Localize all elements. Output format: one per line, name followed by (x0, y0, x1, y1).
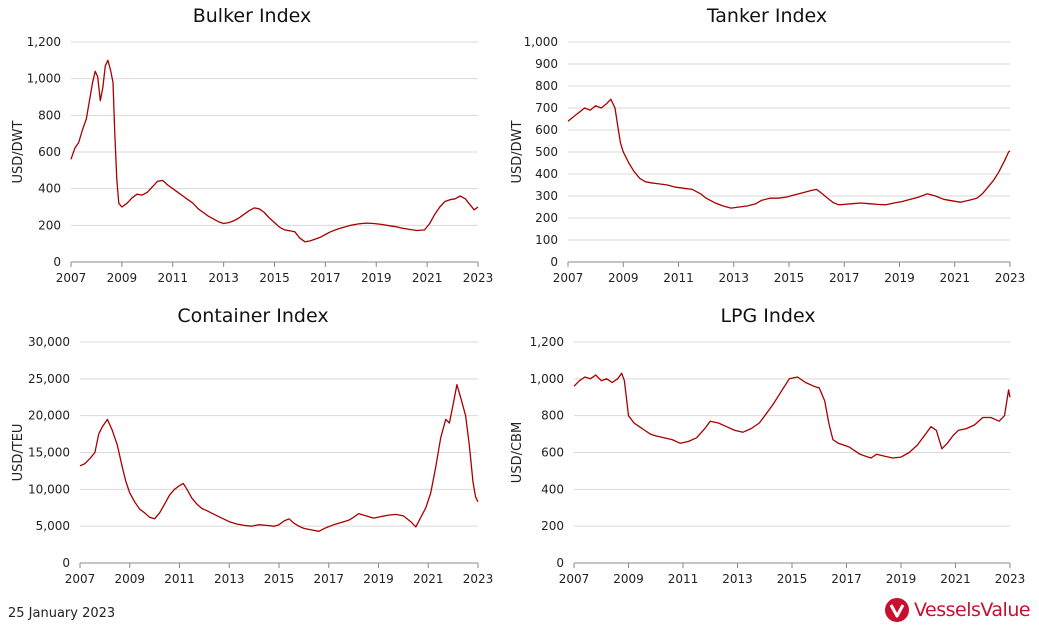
x-tick-label: 2011 (157, 271, 188, 285)
y-tick-label: 800 (38, 108, 61, 122)
y-tick-label: 400 (541, 482, 564, 496)
y-tick-label: 0 (53, 255, 61, 269)
bulker-index-chart: 0 200 400 600 800 1,000 1,200 2007 2009 2011 2013 2… (11, 5, 493, 285)
x-tick-label: 2013 (214, 572, 245, 586)
y-tick-label: 300 (535, 189, 558, 203)
y-tick-label: 1,000 (530, 372, 564, 386)
x-tick-label: 2017 (313, 572, 344, 586)
y-tick-label: 800 (535, 79, 558, 93)
y-tick-label: 200 (38, 218, 61, 232)
y-axis-label: USD/DWT (510, 120, 525, 183)
x-tick-label: 2017 (831, 572, 862, 586)
y-tick-label: 200 (541, 519, 564, 533)
report-date: 25 January 2023 (8, 606, 116, 621)
brand-logo-icon (885, 598, 909, 622)
x-tick-label: 2009 (608, 271, 639, 285)
y-tick-label: 25,000 (28, 372, 70, 386)
x-tick-label: 2011 (663, 271, 694, 285)
y-tick-label: 600 (535, 123, 558, 137)
chart-title: Bulker Index (193, 5, 312, 27)
y-tick-label: 5,000 (36, 519, 70, 533)
series-line (79, 384, 479, 532)
y-tick-label: 1,000 (524, 35, 558, 49)
y-tick-label: 400 (535, 167, 558, 181)
x-tick-label: 2011 (164, 572, 195, 586)
y-tick-label: 100 (535, 233, 558, 247)
y-axis-label: USD/DWT (11, 120, 26, 183)
y-tick-label: 0 (556, 556, 564, 570)
x-tick-label: 2021 (940, 572, 971, 586)
x-tick-label: 2023 (995, 572, 1026, 586)
y-tick-label: 500 (535, 145, 558, 159)
y-axis-label: USD/CBM (510, 422, 525, 483)
y-tick-label: 30,000 (28, 335, 70, 349)
y-tick-label: 600 (38, 145, 61, 159)
y-tick-label: 0 (62, 556, 70, 570)
y-tick-label: 1,000 (27, 72, 61, 86)
x-tick-label: 2013 (722, 572, 753, 586)
y-tick-label: 800 (541, 409, 564, 423)
y-axis-label: USD/TEU (11, 424, 26, 482)
x-tick-label: 2007 (65, 572, 96, 586)
y-tick-label: 900 (535, 57, 558, 71)
lpg-index-chart: 0 200 400 600 800 1,000 1,200 2007 2009 2011 2013 2… (510, 305, 1025, 586)
x-tick-label: 2007 (559, 572, 590, 586)
x-tick-label: 2021 (939, 271, 970, 285)
vesselsvalue-logo: VesselsValue (884, 596, 1031, 624)
x-tick-label: 2013 (718, 271, 749, 285)
y-tick-label: 1,200 (530, 335, 564, 349)
y-tick-label: 15,000 (28, 446, 70, 460)
tanker-index-chart: 0 100 200 300 400 500 600 700 800 900 1,000 2007 200… (510, 5, 1025, 285)
container-index-chart: 0 5,000 10,000 15,000 20,000 25,000 30,000 2007… (11, 305, 493, 586)
x-tick-label: 2019 (363, 572, 394, 586)
y-tick-label: 0 (550, 255, 558, 269)
y-tick-label: 200 (535, 211, 558, 225)
x-tick-label: 2023 (463, 271, 494, 285)
y-tick-label: 400 (38, 182, 61, 196)
x-tick-label: 2019 (886, 572, 917, 586)
x-tick-label: 2009 (114, 572, 145, 586)
chart-title: LPG Index (720, 305, 815, 327)
logo-text: VesselsValue (914, 599, 1031, 621)
x-tick-label: 2007 (553, 271, 584, 285)
x-tick-label: 2023 (995, 271, 1026, 285)
y-tick-label: 20,000 (28, 409, 70, 423)
chart-title: Tanker Index (706, 5, 827, 27)
x-tick-label: 2021 (412, 271, 443, 285)
x-tick-label: 2017 (829, 271, 860, 285)
x-tick-label: 2009 (107, 271, 138, 285)
series-line (573, 372, 1011, 459)
y-tick-label: 1,200 (27, 35, 61, 49)
x-tick-label: 2021 (413, 572, 444, 586)
chart-title: Container Index (177, 305, 328, 327)
series-line (70, 59, 479, 243)
x-tick-label: 2011 (668, 572, 699, 586)
x-tick-label: 2013 (208, 271, 239, 285)
x-tick-label: 2019 (884, 271, 915, 285)
series-line (567, 98, 1011, 209)
x-tick-label: 2015 (264, 572, 295, 586)
y-tick-label: 700 (535, 101, 558, 115)
x-tick-label: 2019 (361, 271, 392, 285)
y-tick-label: 10,000 (28, 482, 70, 496)
x-tick-label: 2007 (56, 271, 87, 285)
y-tick-label: 600 (541, 446, 564, 460)
x-tick-label: 2015 (259, 271, 290, 285)
x-tick-label: 2015 (777, 572, 808, 586)
x-tick-label: 2017 (310, 271, 341, 285)
x-tick-label: 2015 (774, 271, 805, 285)
x-tick-label: 2023 (463, 572, 494, 586)
x-tick-label: 2009 (613, 572, 644, 586)
